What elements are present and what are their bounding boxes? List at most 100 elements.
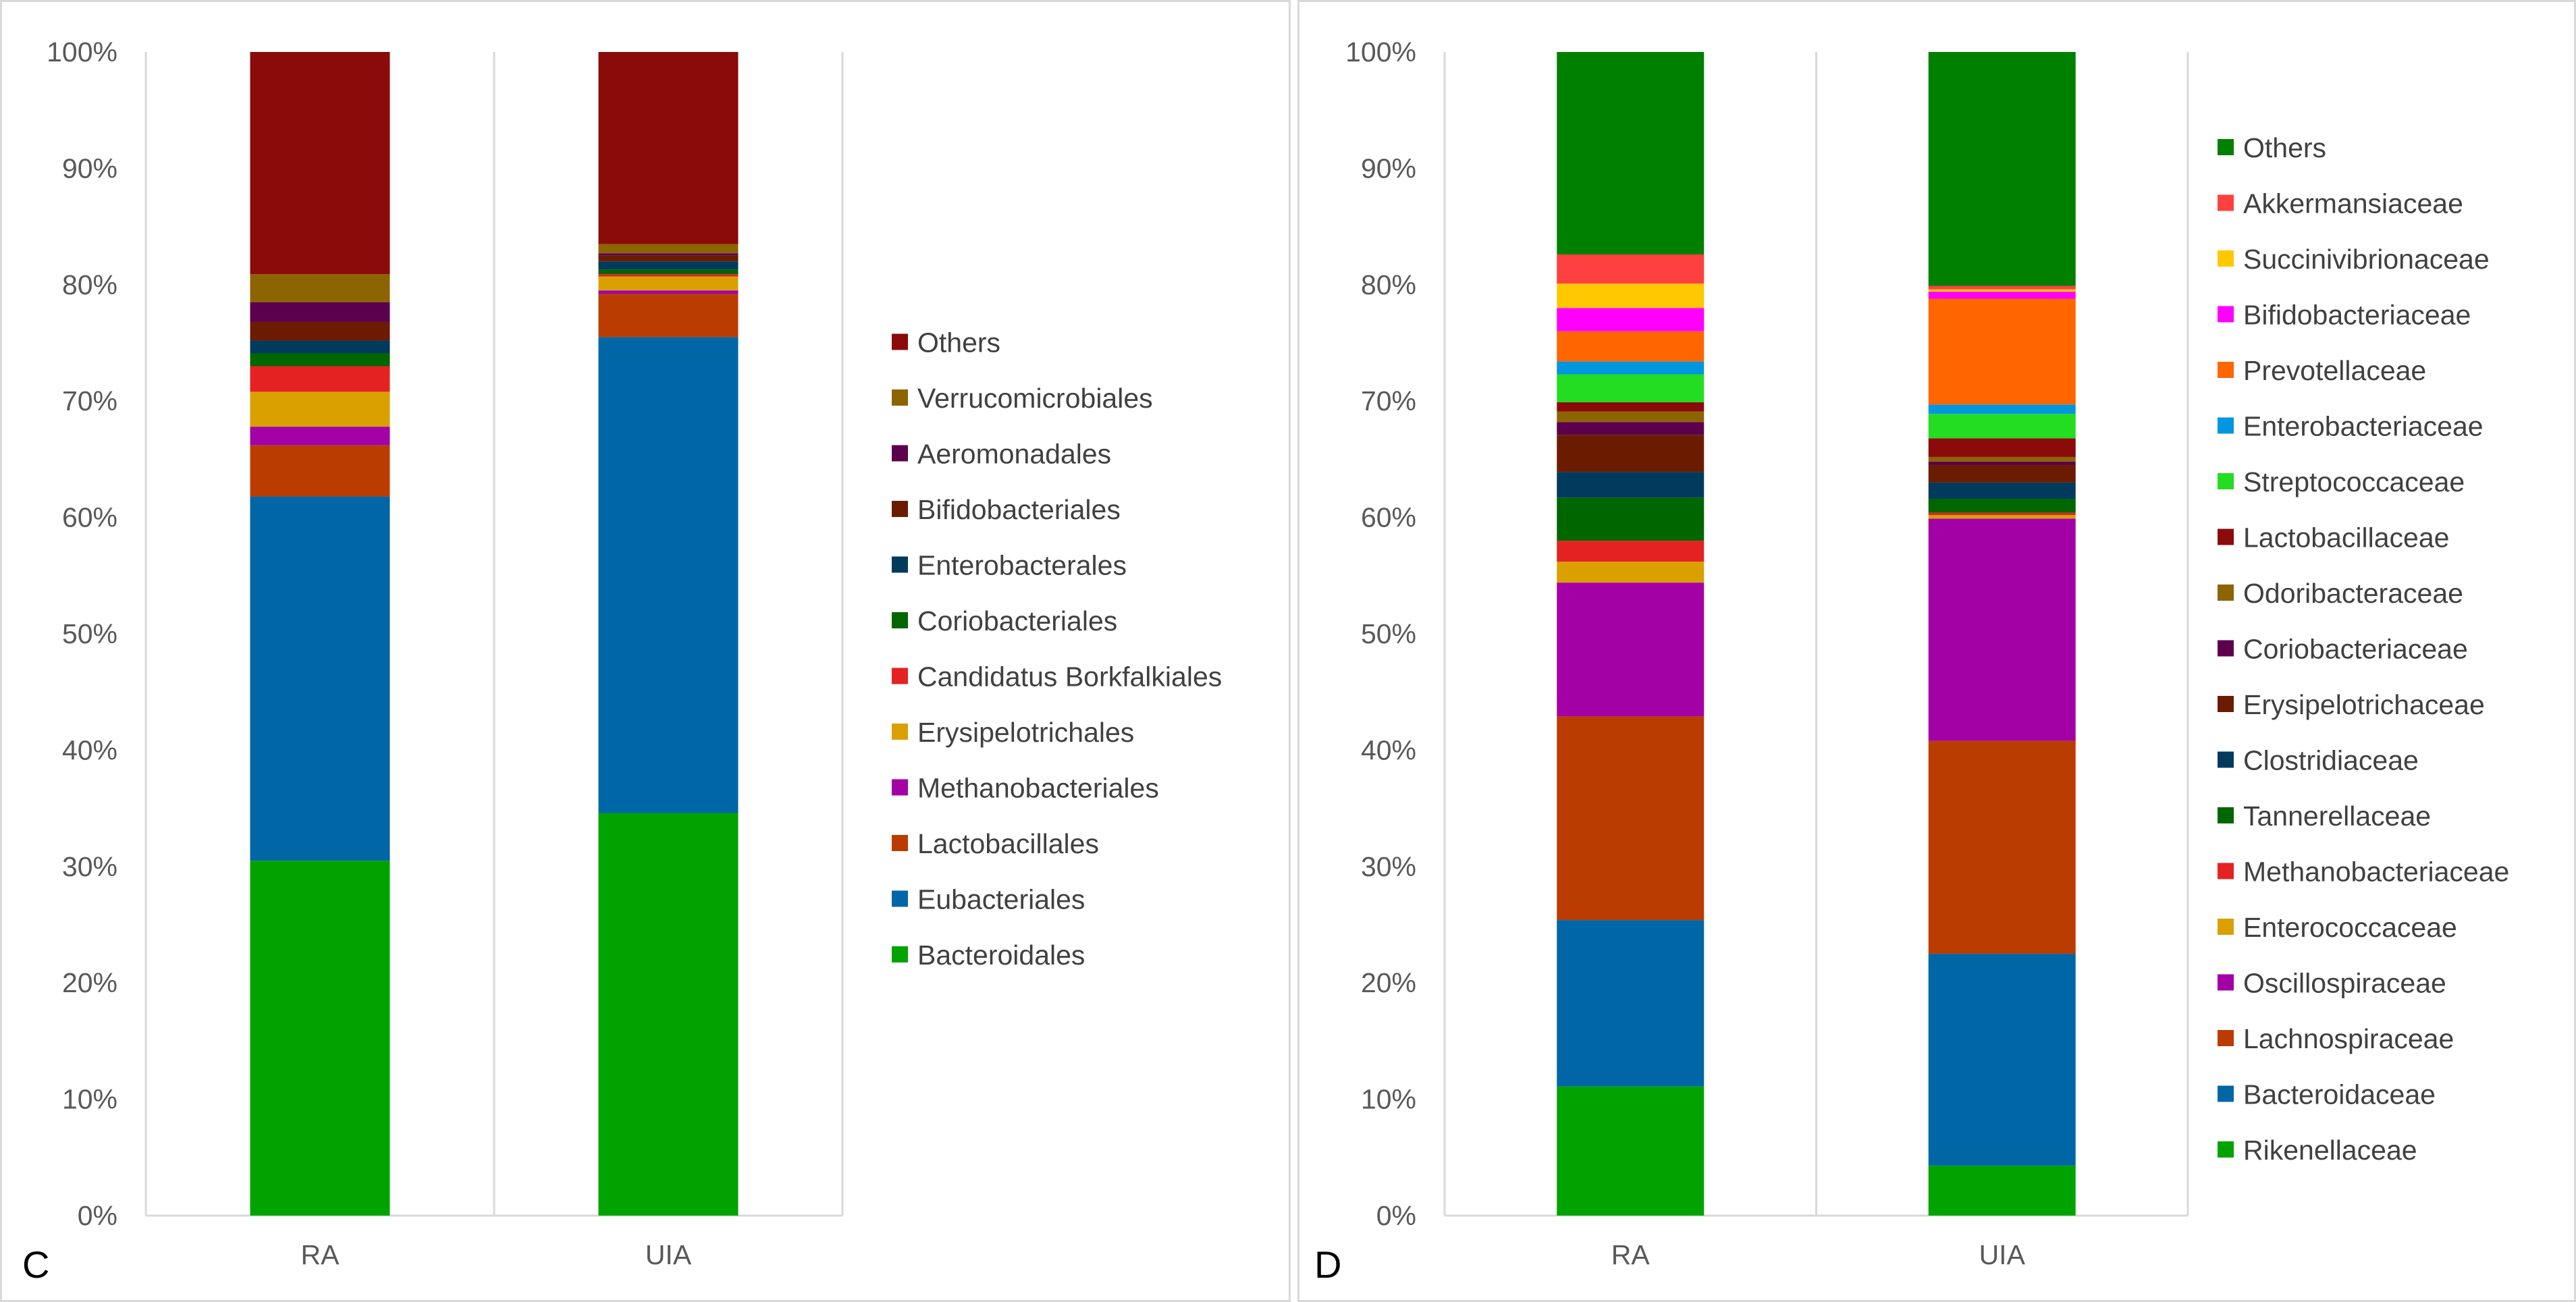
bar-segment-uia-aeromonadales xyxy=(598,253,739,256)
bar-segment-ra-enterococcaceae xyxy=(1557,562,1705,583)
bar-segment-uia-others xyxy=(1928,52,2076,286)
chart-panel-c: 0% 10% 20% 30% 40% 50% 60% 70% 80% 90% 100% RA UIA Ot… xyxy=(0,0,1291,1302)
y-tick-label: 70% xyxy=(1361,385,1416,416)
legend-label: Streptococcaceae xyxy=(2243,466,2465,497)
bar-segment-uia-methanobacteriales xyxy=(598,290,739,294)
legend-label: Verrucomicrobiales xyxy=(917,383,1153,414)
y-tick-label: 0% xyxy=(1376,1200,1416,1231)
legend-label: Rikenellaceae xyxy=(2243,1135,2417,1166)
legend-swatch xyxy=(892,333,908,350)
panel-letter: C xyxy=(22,1243,49,1286)
bar-segment-uia-oscillospiraceae xyxy=(1928,518,2076,741)
bar-segment-uia-coriobacteriaceae xyxy=(1928,461,2076,466)
bar-segment-ra-akkermansiaceae xyxy=(1557,254,1705,284)
x-category-label: RA xyxy=(301,1239,340,1270)
legend-label: Succinivibrionaceae xyxy=(2243,244,2490,275)
y-tick-label: 100% xyxy=(1345,36,1416,67)
legend-swatch xyxy=(892,612,908,628)
legend-label: Bifidobacteriales xyxy=(917,494,1121,525)
legend-swatch xyxy=(892,501,908,517)
legend-label: Enterobacteriaceae xyxy=(2243,411,2484,442)
legend-label: Bacteroidales xyxy=(917,940,1085,971)
legend-label: Lactobacillales xyxy=(917,828,1099,859)
bar-segment-ra-bifidobacteriaceae xyxy=(1557,308,1705,331)
legend-label: Erysipelotrichales xyxy=(917,717,1134,748)
legend-label: Akkermansiaceae xyxy=(2243,188,2463,219)
legend-swatch xyxy=(2218,1141,2234,1158)
legend-label: Bifidobacteriaceae xyxy=(2243,300,2471,331)
bar-segment-uia-erysipelotrichales xyxy=(598,276,739,291)
y-tick-label: 20% xyxy=(1361,967,1416,998)
legend-label: Erysipelotrichaceae xyxy=(2243,689,2485,720)
bar-segment-ra-others xyxy=(1557,52,1705,254)
x-category-label: UIA xyxy=(1979,1239,2026,1270)
bar-segment-uia-odoribacteraceae xyxy=(1928,456,2076,462)
legend-swatch xyxy=(2218,640,2234,657)
bar-segment-ra-bacteroidales xyxy=(250,861,390,1216)
y-tick-label: 90% xyxy=(62,153,117,184)
y-tick-label: 60% xyxy=(62,502,117,533)
bar-segment-uia-erysipelotrichaceae xyxy=(1928,465,2076,483)
y-tick-label: 10% xyxy=(1361,1084,1416,1115)
legend-label: Oscillospiraceae xyxy=(2243,968,2446,999)
legend-swatch xyxy=(2218,250,2234,267)
bar-segment-uia-bacteroidaceae xyxy=(1928,954,2076,1166)
bar-segment-uia-enterobacterales xyxy=(598,261,739,270)
bar-segment-uia-enterococcaceae xyxy=(1928,515,2076,519)
bar-segment-uia-prevotellaceae xyxy=(1928,298,2076,405)
y-tick-label: 30% xyxy=(1361,851,1416,882)
bar-segment-uia-eubacteriales xyxy=(598,337,739,813)
bar-segment-ra-verrucomicrobiales xyxy=(250,274,390,302)
bar-segment-uia-coriobacteriales xyxy=(598,269,739,275)
y-tick-label: 80% xyxy=(62,269,117,300)
legend-swatch xyxy=(2218,751,2234,768)
bar-segment-uia-bifidobacteriales xyxy=(598,255,739,262)
bar-segment-ra-odoribacteraceae xyxy=(1557,411,1705,423)
y-tick-label: 50% xyxy=(1361,618,1416,649)
legend-swatch xyxy=(2218,863,2234,879)
legend-label: Aeromonadales xyxy=(917,439,1111,470)
legend-swatch xyxy=(2218,919,2234,935)
legend-label: Others xyxy=(917,327,1000,358)
legend-swatch xyxy=(2218,696,2234,712)
legend-label: Tannerellaceae xyxy=(2243,801,2431,832)
y-tick-label: 0% xyxy=(78,1200,117,1231)
bar-segment-ra-methanobacteriaceae xyxy=(1557,541,1705,562)
legend-label: Coriobacteriaceae xyxy=(2243,634,2468,665)
legend-label: Methanobacteriaceae xyxy=(2243,857,2509,888)
bar-segment-ra-eubacteriales xyxy=(250,496,390,861)
bar-segment-ra-coriobacteriaceae xyxy=(1557,422,1705,435)
legend-swatch xyxy=(2218,1030,2234,1046)
legend-label: Lachnospiraceae xyxy=(2243,1023,2454,1054)
legend-swatch xyxy=(2218,306,2234,323)
y-tick-label: 80% xyxy=(1361,269,1416,300)
bar-segment-uia-bifidobacteriaceae xyxy=(1928,292,2076,299)
bar-segment-ra-candidatus-borkfalkiales xyxy=(250,366,390,392)
bar-segment-ra-oscillospiraceae xyxy=(1557,582,1705,717)
legend-swatch xyxy=(2218,417,2234,434)
legend-label: Candidatus Borkfalkiales xyxy=(917,661,1222,693)
bar-segment-ra-methanobacteriales xyxy=(250,427,390,445)
bar-segment-ra-clostridiaceae xyxy=(1557,472,1705,498)
bar-segment-ra-rikenellaceae xyxy=(1557,1086,1705,1216)
legend-swatch xyxy=(892,445,908,462)
legend-swatch xyxy=(892,946,908,962)
bar-segment-ra-lactobacillaceae xyxy=(1557,402,1705,412)
legend-label: Bacteroidaceae xyxy=(2243,1079,2436,1110)
y-tick-label: 100% xyxy=(47,36,117,67)
bar-segment-uia-lachnospiraceae xyxy=(1928,740,2076,954)
bar-segment-uia-others xyxy=(598,52,739,244)
legend-swatch xyxy=(2218,807,2234,823)
legend-swatch xyxy=(2218,362,2234,378)
bar-segment-uia-methanobacteriaceae xyxy=(1928,512,2076,516)
legend-swatch xyxy=(2218,528,2234,545)
bar-segment-ra-lachnospiraceae xyxy=(1557,716,1705,921)
legend-label: Odoribacteraceae xyxy=(2243,578,2463,609)
legend-label: Methanobacteriales xyxy=(917,773,1159,804)
bar-segment-uia-lactobacillales xyxy=(598,294,739,337)
legend-swatch xyxy=(892,556,908,573)
y-tick-label: 40% xyxy=(62,734,117,765)
bar-segment-ra-lactobacillales xyxy=(250,445,390,497)
bar-segment-ra-streptococcaceae xyxy=(1557,374,1705,402)
y-tick-label: 60% xyxy=(1361,502,1416,533)
